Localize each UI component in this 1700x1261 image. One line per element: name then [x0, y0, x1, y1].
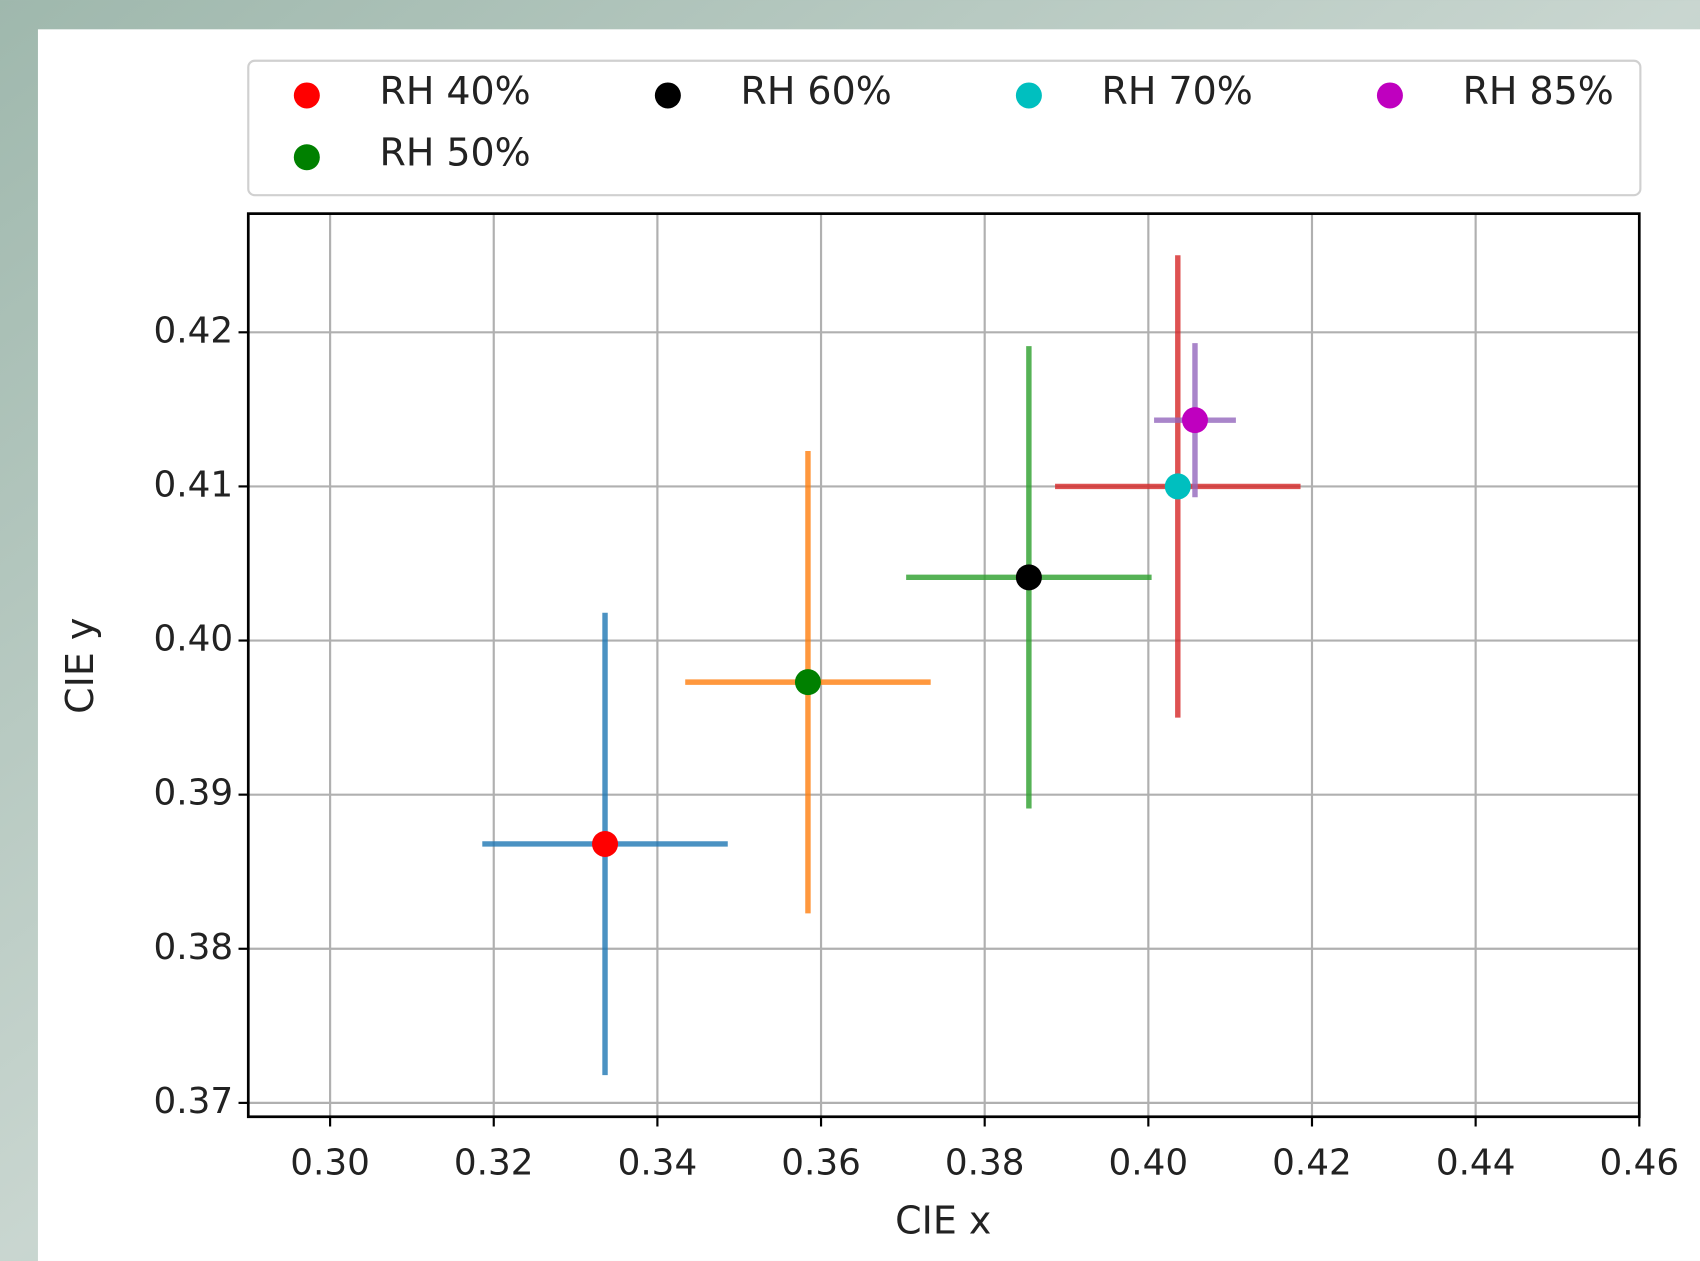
x-tick-label: 0.40 [1109, 1142, 1189, 1183]
legend-label: RH 70% [1102, 69, 1253, 113]
x-tick-label: 0.30 [290, 1142, 370, 1183]
y-axis-label: CIE y [58, 618, 102, 714]
y-tick-label: 0.38 [153, 927, 233, 968]
legend-box [247, 59, 1642, 197]
x-axis-label: CIE x [895, 1199, 991, 1243]
legend-marker [293, 144, 320, 171]
legend-label: RH 85% [1463, 69, 1614, 113]
x-tick-label: 0.46 [1599, 1142, 1679, 1183]
legend-marker [654, 82, 681, 109]
legend-marker [293, 82, 320, 109]
legend-marker [1376, 82, 1403, 109]
legend-marker [1015, 82, 1042, 109]
y-tick-label: 0.37 [153, 1081, 233, 1122]
plot-frame [246, 212, 1641, 1119]
legend-label: RH 50% [379, 131, 530, 175]
x-tick-label: 0.36 [781, 1142, 861, 1183]
x-tick-label: 0.44 [1436, 1142, 1516, 1183]
point [1015, 564, 1042, 591]
y-tick-label: 0.39 [153, 773, 233, 814]
x-tick-label: 0.34 [618, 1142, 698, 1183]
x-tick-label: 0.32 [454, 1142, 534, 1183]
point [1164, 473, 1191, 500]
x-tick-label: 0.38 [945, 1142, 1025, 1183]
y-tick-label: 0.41 [153, 464, 233, 505]
point [1181, 407, 1208, 434]
legend-label: RH 60% [740, 69, 891, 113]
point [592, 830, 619, 857]
figure-panel [37, 29, 1700, 1261]
legend-label: RH 40% [379, 69, 530, 113]
y-tick-label: 0.42 [153, 310, 233, 351]
x-tick-label: 0.42 [1272, 1142, 1352, 1183]
point [794, 669, 821, 696]
y-tick-label: 0.40 [153, 619, 233, 660]
